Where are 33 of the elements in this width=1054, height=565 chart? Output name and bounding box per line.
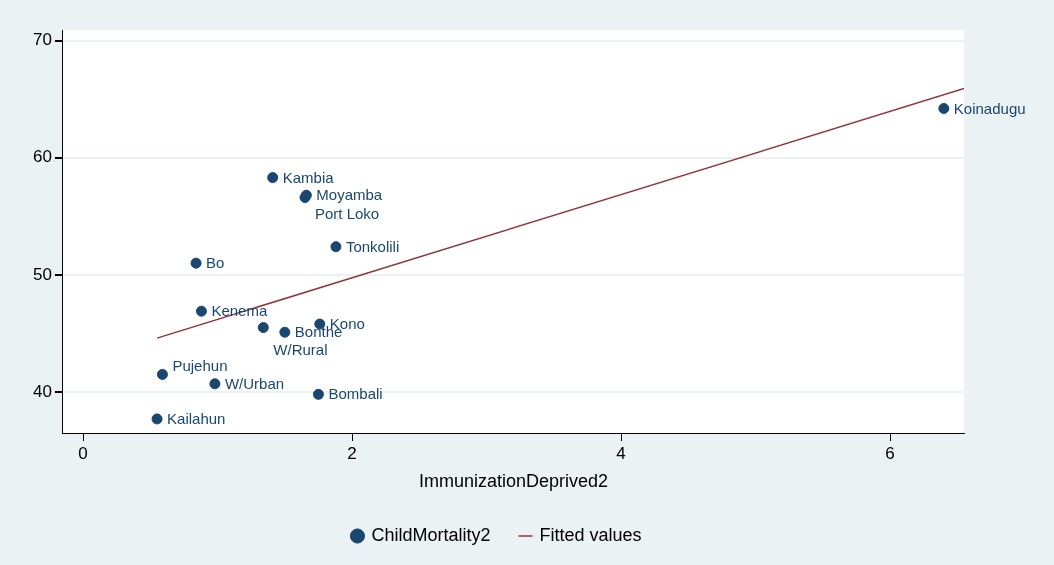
annotation: Kambia <box>282 168 335 186</box>
annotation: Bombali <box>328 385 383 403</box>
y-tick-label: 70 <box>32 30 52 50</box>
annotation: Port Loko <box>314 204 380 222</box>
point <box>267 172 279 184</box>
x-tick-label: 2 <box>347 443 357 463</box>
point <box>151 413 163 425</box>
annotation: Moyamba <box>316 186 383 204</box>
annotation: Pujehun <box>172 356 228 374</box>
x-tick-label: 6 <box>885 443 895 463</box>
point <box>330 241 342 253</box>
point <box>195 305 207 317</box>
annotation: Kailahun <box>167 410 226 428</box>
point <box>257 322 269 334</box>
point <box>279 326 291 338</box>
annotation: W/Urban <box>224 374 285 392</box>
point <box>312 388 324 400</box>
y-tick-label: 60 <box>32 147 52 167</box>
point <box>209 378 221 390</box>
x-axis-title: ImmunizationDeprived2 <box>418 471 608 492</box>
annotation: W/Rural <box>273 340 328 358</box>
legend-label: ChildMortality2 <box>371 524 491 545</box>
point <box>190 257 202 269</box>
x-tick-label: 0 <box>78 443 88 463</box>
y-tick-label: 50 <box>32 264 52 284</box>
point <box>156 368 168 380</box>
annotation: Tonkolili <box>345 237 400 255</box>
y-tick-label: 40 <box>32 381 52 401</box>
annotation: Bo <box>206 254 225 272</box>
annotation: Koinadugu <box>953 99 1026 117</box>
x-tick-label: 4 <box>616 443 626 463</box>
legend-label: Fitted values <box>539 524 642 545</box>
point <box>938 102 950 114</box>
